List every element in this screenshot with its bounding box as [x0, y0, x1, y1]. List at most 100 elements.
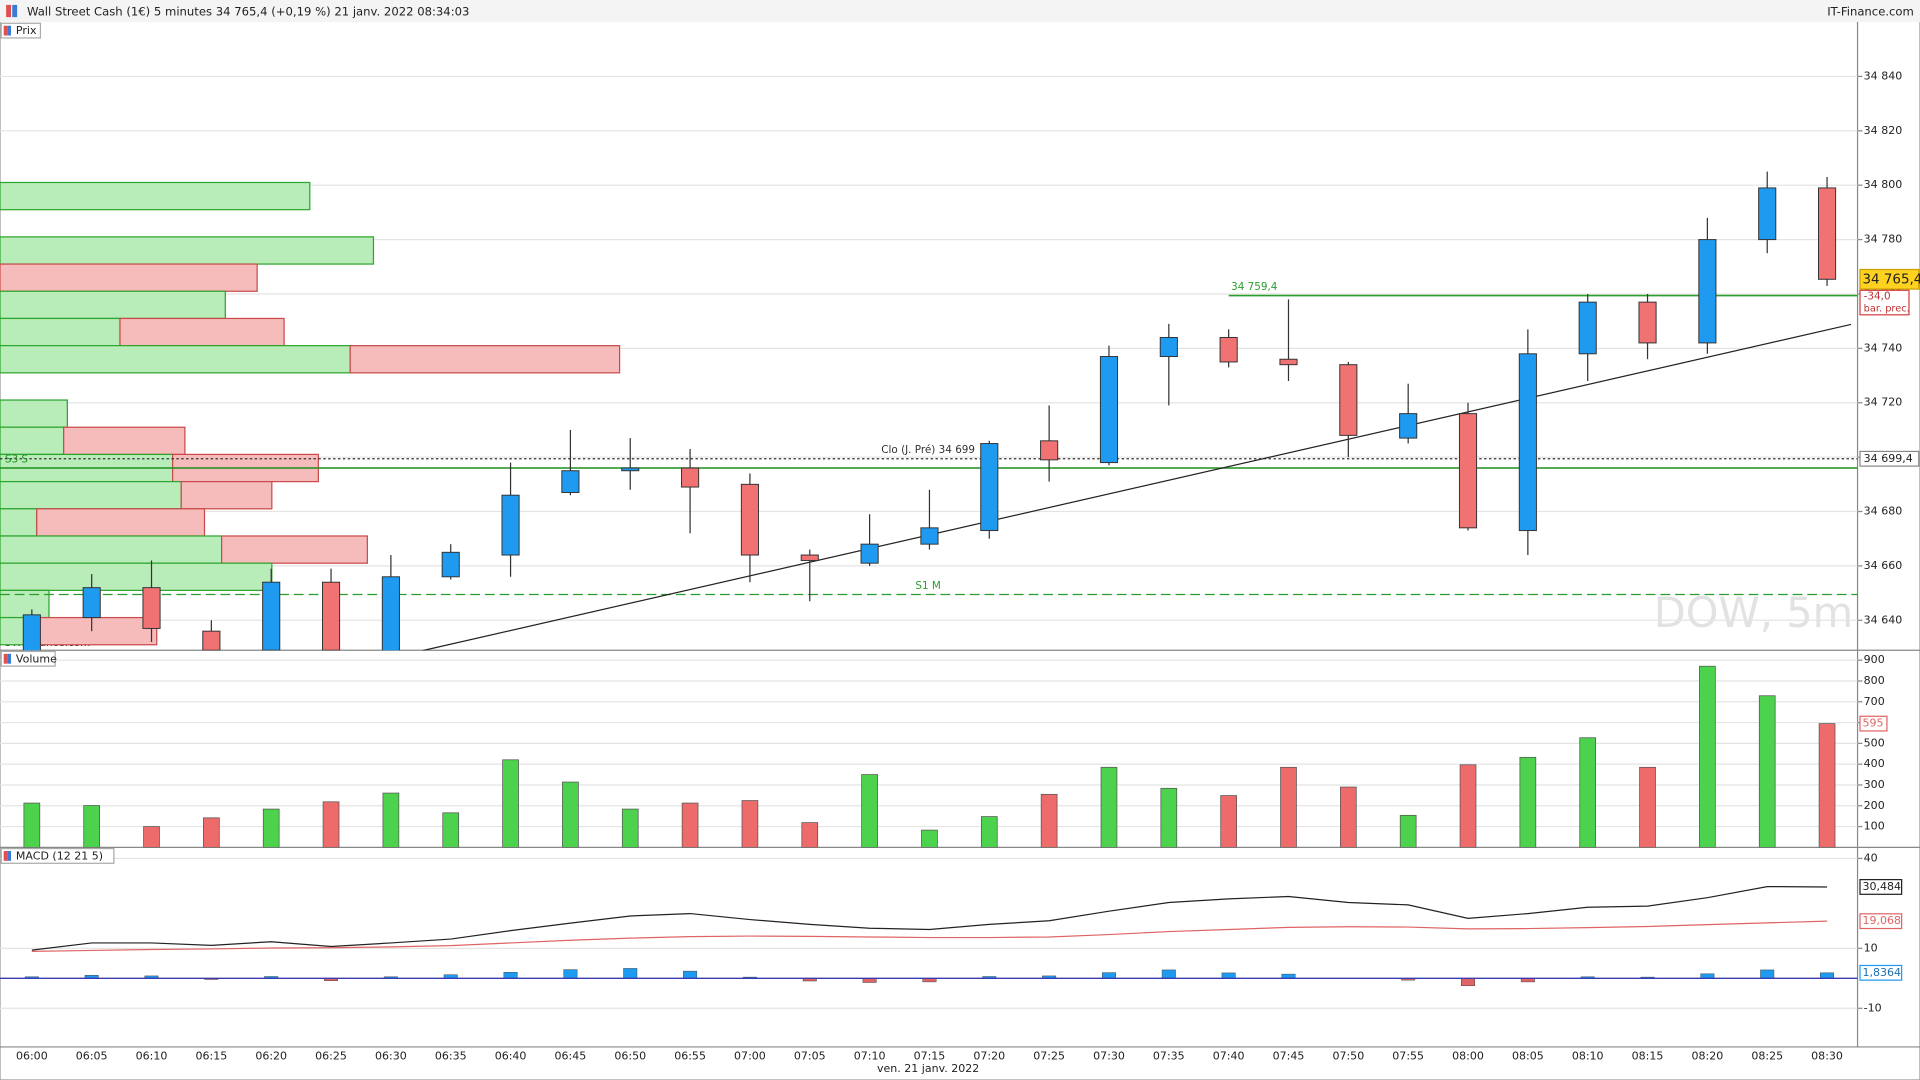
volume-bar	[1579, 737, 1597, 848]
candle-body	[740, 483, 759, 556]
icon	[12, 4, 18, 18]
level-label: S3 S	[5, 453, 29, 465]
candle-body	[920, 527, 939, 545]
x-tick-label: 07:55	[1392, 1050, 1424, 1063]
volume-bar	[562, 781, 579, 848]
x-tick-label: 07:25	[1033, 1050, 1065, 1063]
profile-sell	[180, 480, 273, 510]
volume-bar	[921, 829, 938, 848]
y-tick-label: 10	[1864, 941, 1878, 954]
candle-body	[1518, 353, 1537, 532]
legend-icon	[7, 653, 12, 664]
profile-buy	[0, 317, 121, 347]
y-tick-label: 700	[1864, 695, 1885, 708]
x-tick-label: 07:45	[1273, 1050, 1305, 1063]
last-price-box	[1859, 268, 1920, 290]
volume-bar	[1160, 787, 1178, 848]
profile-sell	[36, 508, 206, 537]
profile-buy	[0, 535, 223, 564]
level-label: S1 M	[915, 580, 940, 592]
panel-title: Prix	[16, 24, 37, 37]
macd-histogram-bar	[1101, 972, 1116, 979]
candle-body	[1339, 364, 1358, 436]
candle-body	[1159, 336, 1178, 358]
candle-body	[1040, 440, 1059, 461]
y-tick-label: 200	[1864, 799, 1885, 812]
legend-icon	[3, 653, 8, 664]
macd-histogram-bar	[1760, 969, 1775, 979]
x-tick-label: 07:35	[1153, 1050, 1185, 1063]
x-axis-title: ven. 21 janv. 2022	[877, 1062, 979, 1075]
y-tick-label: 34 780	[1864, 233, 1903, 246]
y-tick-label: 34 680	[1864, 505, 1903, 518]
candle-body	[142, 587, 161, 629]
profile-buy	[0, 181, 311, 211]
y-tick-label: 34 800	[1864, 178, 1903, 191]
volume-bar	[203, 817, 220, 848]
profile-buy	[0, 480, 182, 510]
candle-body	[381, 576, 400, 651]
legend-icon	[3, 851, 8, 861]
volume-bar	[83, 805, 101, 848]
profile-sell	[119, 317, 285, 347]
volume-bar	[801, 822, 819, 848]
x-tick-label: 07:30	[1093, 1050, 1125, 1063]
panel-title: MACD (12 21 5)	[16, 850, 103, 863]
x-tick-label: 06:55	[674, 1050, 706, 1063]
x-tick-label: 07:00	[734, 1050, 766, 1063]
volume-bar	[322, 801, 340, 848]
panel-legend	[0, 847, 115, 864]
x-tick-label: 07:40	[1213, 1050, 1245, 1063]
icon	[6, 4, 12, 18]
plot-area	[0, 75, 1858, 651]
volume-bar	[1758, 695, 1776, 848]
y-tick-label: 900	[1864, 653, 1885, 666]
volume-bar	[1519, 756, 1537, 848]
macd-line	[31, 920, 1828, 952]
candle-body	[501, 494, 520, 556]
volume-bar	[741, 800, 759, 848]
y-tick-label: 400	[1864, 757, 1885, 770]
x-tick-label: 08:05	[1512, 1050, 1544, 1063]
macd-histogram-bar	[683, 970, 698, 979]
profile-buy	[0, 236, 375, 265]
x-tick-label: 06:45	[555, 1050, 587, 1063]
x-tick-label: 07:10	[854, 1050, 886, 1063]
volume-bar	[621, 808, 639, 848]
volume-bar	[1040, 793, 1058, 848]
volume-bar	[382, 792, 400, 848]
candle-body	[1099, 356, 1119, 464]
volume-bar	[1399, 814, 1417, 848]
profile-sell	[221, 535, 368, 564]
volume-bar	[502, 759, 519, 848]
candle-body	[1817, 187, 1837, 280]
volume-bar	[1340, 786, 1357, 848]
panel-title: Volume	[16, 652, 57, 665]
x-tick-label: 07:05	[794, 1050, 826, 1063]
candle-body	[82, 587, 101, 619]
x-tick-label: 07:50	[1332, 1050, 1364, 1063]
y-tick-label: 40	[1864, 851, 1878, 864]
window-title: Wall Street Cash (1€) 5 minutes 34 765,4…	[27, 5, 469, 19]
last-volume-box	[1859, 715, 1888, 732]
x-tick-label: 08:00	[1452, 1050, 1484, 1063]
volume-bar	[681, 802, 699, 848]
last-value-box	[1859, 913, 1903, 930]
last-value-label: 30,484	[1862, 880, 1901, 893]
candle-body	[441, 551, 460, 578]
candle-body	[1758, 187, 1777, 241]
volume-bar	[262, 808, 280, 848]
change-box	[1859, 289, 1910, 316]
profile-buy	[0, 426, 65, 456]
change-note: bar. prec.	[1864, 304, 1910, 315]
candle-body	[22, 614, 41, 651]
macd-histogram-bar	[1820, 972, 1835, 979]
profile-buy	[0, 399, 68, 428]
last-value-box	[1859, 964, 1903, 981]
candle-body	[980, 443, 999, 532]
plot-area	[0, 659, 1858, 848]
trendline	[421, 323, 1852, 651]
x-tick-label: 07:15	[914, 1050, 946, 1063]
candle-body	[262, 581, 281, 651]
watermark: DOW, 5m	[1654, 588, 1853, 637]
